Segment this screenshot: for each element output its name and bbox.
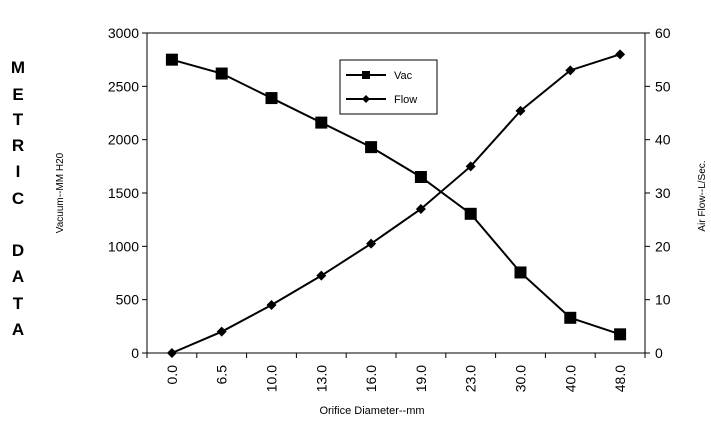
x-tick-label: 48.0 — [612, 365, 628, 392]
x-tick-label: 13.0 — [313, 365, 329, 392]
data-point-flow — [615, 49, 626, 60]
side-label-letter: D — [11, 241, 25, 260]
side-label-letter: A — [11, 267, 25, 286]
data-point-flow — [515, 105, 526, 116]
data-point-vac — [265, 92, 278, 105]
y-axis-label-left: Vacuum--MM H20 — [55, 152, 66, 233]
x-tick-label: 30.0 — [513, 365, 529, 392]
data-point-flow — [166, 348, 177, 358]
legend-marker-diamond — [362, 95, 370, 103]
data-point-vac — [165, 53, 178, 66]
y-tick-label-left: 1000 — [108, 238, 139, 254]
x-tick-label: 40.0 — [562, 365, 578, 392]
data-point-flow — [465, 161, 476, 172]
y-tick-label-left: 2000 — [108, 132, 139, 148]
y-tick-label-right: 30 — [655, 185, 671, 201]
x-axis-label: Orifice Diameter--mm — [319, 405, 424, 417]
data-point-vac — [215, 67, 228, 80]
legend-label: Flow — [394, 94, 417, 106]
y-tick-label-left: 1500 — [108, 185, 139, 201]
side-label-letter: M — [10, 58, 26, 77]
y-tick-label-left: 2500 — [108, 78, 139, 94]
y-tick-label-left: 3000 — [108, 25, 139, 41]
x-tick-label: 16.0 — [363, 365, 379, 392]
y-tick-label-left: 0 — [131, 345, 139, 361]
side-label-letter: E — [12, 85, 24, 104]
y-tick-label-right: 50 — [655, 78, 671, 94]
data-point-vac — [564, 311, 577, 324]
data-point-vac — [614, 328, 627, 341]
x-tick-label: 10.0 — [264, 365, 280, 392]
x-tick-label: 23.0 — [463, 365, 479, 392]
side-label-letter: C — [11, 189, 25, 208]
data-point-vac — [365, 141, 378, 154]
x-tick-label: 0.0 — [164, 365, 180, 385]
y-tick-label-right: 40 — [655, 132, 671, 148]
chart-area: 0 500 1000 1500 2000 2500 3000 0 10 20 30 40 50 60 0.0… — [45, 0, 711, 428]
data-point-flow — [216, 326, 227, 337]
chart-axes: 0 500 1000 1500 2000 2500 3000 0 10 20 30 40 50 60 0.0… — [108, 25, 671, 392]
data-point-vac — [315, 116, 328, 129]
y-tick-label-right: 10 — [655, 292, 671, 308]
data-point-vac — [514, 266, 527, 279]
side-label-letter: I — [15, 162, 21, 181]
side-label-letter: T — [12, 110, 24, 129]
y-tick-label-right: 0 — [655, 345, 663, 361]
legend-label: Vac — [394, 70, 413, 82]
y-tick-label-right: 20 — [655, 238, 671, 254]
y-tick-label-left: 500 — [116, 292, 140, 308]
chart-legend: Vac Flow — [339, 59, 438, 115]
y-tick-label-right: 60 — [655, 25, 671, 41]
series-line-vac — [171, 58, 621, 336]
data-point-flow — [565, 65, 576, 76]
series-line-flow — [171, 53, 621, 354]
chart-svg: 0 500 1000 1500 2000 2500 3000 0 10 20 30 40 50 60 0.0… — [55, 25, 708, 417]
legend-box — [339, 59, 438, 115]
data-point-flow — [316, 270, 327, 281]
side-label-letter: R — [11, 136, 25, 155]
data-point-flow — [415, 204, 426, 214]
data-point-flow — [266, 300, 277, 310]
chart-series — [165, 49, 627, 358]
side-label-letter: A — [11, 320, 25, 339]
data-point-vac — [464, 207, 477, 220]
x-tick-label: 19.0 — [413, 365, 429, 392]
side-label-letter: T — [12, 294, 24, 313]
data-point-vac — [414, 171, 427, 183]
x-tick-label: 6.5 — [214, 365, 230, 385]
data-point-flow — [366, 238, 377, 249]
y-axis-label-right: Air Flow--L/Sec. — [697, 160, 708, 231]
legend-marker-square — [362, 71, 370, 79]
